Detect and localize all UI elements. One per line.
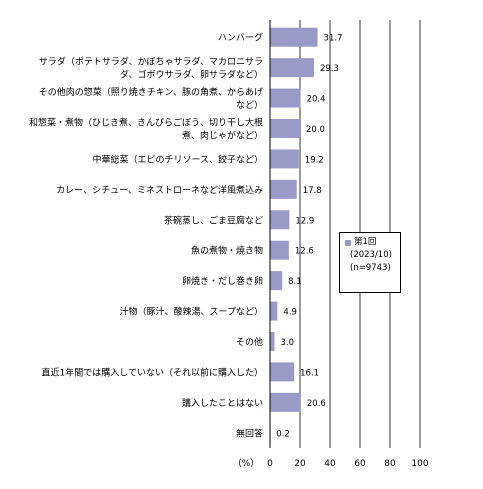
x-tick-label: 80 [384,459,396,469]
category-label: 汁物（豚汁、酸辣湯、スープなど） [120,306,263,318]
data-label: 0.2 [276,429,290,439]
data-label: 17.8 [303,186,322,196]
data-label: 20.0 [306,125,325,135]
data-label: 4.9 [283,308,297,318]
bar [270,392,301,412]
legend-series-label: 第1回 [354,237,377,247]
data-label: 3.0 [281,338,295,348]
legend: 第1回 (2023/10) (n=9743) [339,232,401,293]
data-label: 19.2 [305,155,324,165]
category-label: 魚の煮物・焼き物 [191,245,263,257]
bar [270,362,295,382]
bar [270,271,283,291]
bar-layer [270,27,318,443]
x-tick-label: 60 [354,459,366,469]
legend-date: (2023/10) [350,250,392,260]
category-label: 中華総菜（エビのチリソース、餃子など） [92,153,263,165]
x-tick-label: 40 [324,459,336,469]
bar [270,149,299,169]
bar [270,210,290,230]
category-label: 茶碗蒸し、ごま豆腐など [164,214,263,226]
bar [270,27,318,47]
category-label: その他肉の惣菜（照り焼きチキン、豚の角煮、からあげ [39,86,263,98]
category-label: 直近1年間では購入していない（それ以前に購入した） [42,366,263,378]
data-label: 16.1 [300,368,319,378]
category-label: 煮、肉じゃがなど） [182,130,263,142]
bar [270,58,314,78]
data-label: 20.6 [307,399,326,409]
bar [270,240,289,260]
legend-sample-size: (n=9743) [350,263,391,273]
legend-swatch [345,239,351,246]
category-label: など） [236,100,263,111]
legend-item: 第1回 [340,233,400,249]
x-axis-label: （%） [233,458,260,469]
category-label: 無回答 [236,427,263,439]
data-label: 20.4 [307,95,326,105]
bar [270,301,278,321]
axis-layer: 0 20 40 60 80 100 （%） [233,20,429,469]
bar [270,332,275,351]
category-label: サラダ（ポテトサラダ、かぼちゃサラダ、マカロニサラ [39,56,263,68]
category-label: 購入したことはない [182,397,263,409]
category-label: その他 [236,336,263,348]
category-label: 和惣菜・煮物（ひじき煮、きんぴらごぼう、切り干し大根 [29,117,263,129]
x-tick-label: 100 [411,459,428,469]
x-tick-label: 0 [267,459,273,469]
label-layer: 31.7 ハンバーグ 29.3 サラダ（ポテトサラダ、かぼちゃサラダ、マカロニサラダ、… [29,32,343,440]
bar [270,179,297,199]
category-label: カレー、シチュー、ミネストローネなど洋風煮込み [56,184,263,196]
data-label: 8.1 [288,277,302,287]
bar [270,88,301,108]
data-label: 12.6 [295,247,314,257]
bar [270,119,300,138]
data-label: 31.7 [324,34,343,44]
category-label: ダ、ゴボウサラダ、卵サラダなど） [120,69,263,81]
category-label: 卵焼き・だし巻き卵 [182,275,263,287]
x-tick-label: 20 [294,459,306,469]
category-label: ハンバーグ [218,32,263,44]
data-label: 29.3 [320,64,339,74]
data-label: 12.9 [295,216,314,226]
